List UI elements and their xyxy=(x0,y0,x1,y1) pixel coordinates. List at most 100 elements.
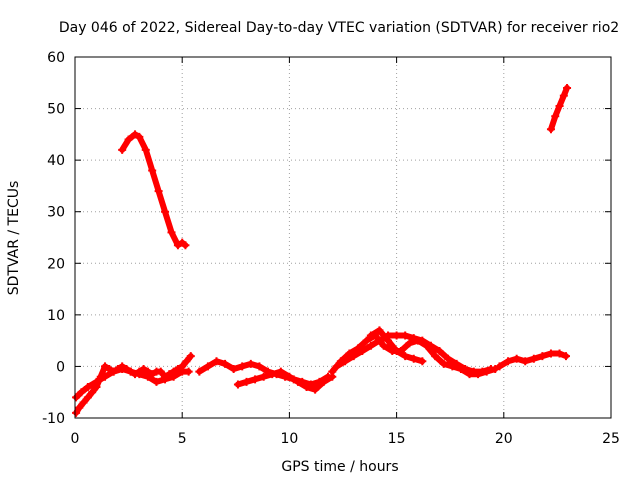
ticks: 0 5 10 15 20 25 -10 0 10 20 30 40 50 60 xyxy=(42,50,620,447)
grid xyxy=(75,57,611,418)
data-point xyxy=(212,357,221,366)
data-point xyxy=(251,375,260,384)
data-point xyxy=(72,393,81,402)
series-low-4 xyxy=(233,367,337,394)
data-point xyxy=(401,331,410,340)
y-tick-label: 40 xyxy=(47,153,65,169)
y-tick-label: 50 xyxy=(47,102,65,118)
data-point xyxy=(242,377,251,386)
data-point xyxy=(495,362,504,371)
data-point xyxy=(161,375,170,384)
data-point xyxy=(229,365,238,374)
data-point xyxy=(474,370,483,379)
data-point xyxy=(255,362,264,371)
data-point xyxy=(555,101,564,110)
data-point xyxy=(221,359,230,368)
data-point xyxy=(319,377,328,386)
series-trace xyxy=(119,131,189,249)
x-tick-label: 25 xyxy=(602,431,620,447)
data-point xyxy=(131,130,140,139)
data-point xyxy=(414,336,423,345)
data-point xyxy=(345,349,354,358)
y-tick-label: 0 xyxy=(56,359,65,375)
data-point xyxy=(184,367,193,376)
series-low-8 xyxy=(495,349,570,371)
data-point xyxy=(186,352,195,361)
chart-title: Day 046 of 2022, Sidereal Day-to-day VTE… xyxy=(59,20,619,36)
data-point xyxy=(126,367,135,376)
data-point xyxy=(276,367,285,376)
data-point xyxy=(161,207,170,216)
data-point xyxy=(311,385,320,394)
data-series xyxy=(72,83,572,417)
data-point xyxy=(203,362,212,371)
y-tick-label: 30 xyxy=(47,205,65,221)
data-point xyxy=(401,352,410,361)
data-point xyxy=(83,383,92,392)
y-axis-label: SDTVAR / TECUs xyxy=(6,181,22,296)
y-tick-label: 20 xyxy=(47,256,65,272)
data-point xyxy=(152,377,161,386)
data-point xyxy=(439,359,448,368)
y-tick-label: 10 xyxy=(47,308,65,324)
data-point xyxy=(156,367,165,376)
data-point xyxy=(139,365,148,374)
data-point xyxy=(101,362,110,371)
data-point xyxy=(77,388,86,397)
data-point xyxy=(435,346,444,355)
data-point xyxy=(135,370,144,379)
data-point xyxy=(362,336,371,345)
data-point xyxy=(375,326,384,335)
data-point xyxy=(563,83,572,92)
data-point xyxy=(285,372,294,381)
data-point xyxy=(92,377,101,386)
data-point xyxy=(268,370,277,379)
data-point xyxy=(154,187,163,196)
series-arc-b xyxy=(546,83,572,134)
data-point xyxy=(538,352,547,361)
data-point xyxy=(422,341,431,350)
x-tick-label: 10 xyxy=(280,431,298,447)
data-point xyxy=(182,357,191,366)
data-point xyxy=(109,367,118,376)
data-point xyxy=(418,357,427,366)
x-axis-label: GPS time / hours xyxy=(281,459,398,475)
data-point xyxy=(504,357,513,366)
data-point xyxy=(392,346,401,355)
data-point xyxy=(546,125,555,134)
series-arc-a xyxy=(118,130,190,250)
series-low-2 xyxy=(72,365,193,402)
data-point xyxy=(124,135,133,144)
data-point xyxy=(384,336,393,345)
data-point xyxy=(546,349,555,358)
data-point xyxy=(72,408,81,417)
x-tick-label: 5 xyxy=(178,431,187,447)
data-point xyxy=(529,354,538,363)
data-point xyxy=(328,367,337,376)
data-point xyxy=(101,372,110,381)
data-point xyxy=(75,403,84,412)
data-point xyxy=(555,349,564,358)
data-point xyxy=(366,331,375,340)
data-point xyxy=(456,365,465,374)
data-point xyxy=(259,372,268,381)
data-point xyxy=(118,365,127,374)
data-point xyxy=(83,393,92,402)
data-point xyxy=(561,352,570,361)
data-point xyxy=(118,145,127,154)
data-point xyxy=(336,357,345,366)
x-tick-label: 20 xyxy=(495,431,513,447)
x-tick-label: 15 xyxy=(388,431,406,447)
data-point xyxy=(448,362,457,371)
data-point xyxy=(465,370,474,379)
data-point xyxy=(559,91,568,100)
data-point xyxy=(379,341,388,350)
data-point xyxy=(169,372,178,381)
data-point xyxy=(233,380,242,389)
data-point xyxy=(521,357,530,366)
series-low-7 xyxy=(366,326,427,366)
data-point xyxy=(512,354,521,363)
data-point xyxy=(238,362,247,371)
y-tick-label: 60 xyxy=(47,50,65,66)
data-point xyxy=(551,112,560,121)
